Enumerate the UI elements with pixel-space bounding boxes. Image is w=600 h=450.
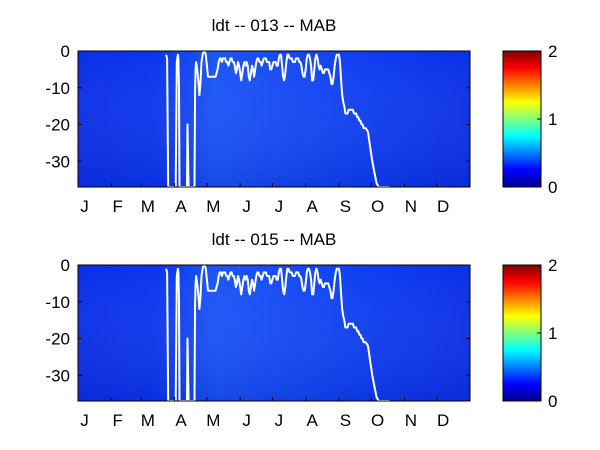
x-tick-label: S — [340, 197, 351, 216]
x-tick-label: D — [437, 411, 449, 430]
x-tick-label: A — [306, 197, 318, 216]
y-tick-label: -30 — [45, 152, 70, 171]
x-tick-label: M — [141, 197, 155, 216]
axes-frame — [77, 264, 471, 402]
colorbar — [502, 264, 542, 402]
y-tick-label: -20 — [45, 330, 70, 349]
x-tick-label: F — [113, 411, 123, 430]
x-tick-label: F — [113, 197, 123, 216]
x-tick-label: M — [141, 411, 155, 430]
x-tick-label: A — [175, 197, 187, 216]
x-tick-label: J — [275, 197, 284, 216]
colorbar-tick-label: 0 — [548, 178, 557, 197]
chart-title: ldt -- 013 -- MAB — [212, 16, 337, 35]
y-tick-label: -10 — [45, 79, 70, 98]
x-tick-label: J — [242, 411, 251, 430]
x-tick-label: O — [371, 197, 384, 216]
x-tick-label: J — [275, 411, 284, 430]
y-tick-label: -20 — [45, 116, 70, 135]
y-tick-label: 0 — [61, 256, 70, 275]
x-tick-label: N — [405, 411, 417, 430]
colorbar-tick-label: 2 — [548, 256, 557, 275]
y-tick-label: 0 — [61, 42, 70, 61]
x-tick-label: S — [340, 411, 351, 430]
colorbar-tick-label: 0 — [548, 392, 557, 411]
x-tick-label: O — [371, 411, 384, 430]
y-tick-label: -10 — [45, 293, 70, 312]
x-tick-label: J — [242, 197, 251, 216]
x-tick-label: D — [437, 197, 449, 216]
x-tick-label: N — [405, 197, 417, 216]
x-tick-label: M — [206, 197, 220, 216]
x-tick-label: A — [175, 411, 187, 430]
x-tick-label: A — [306, 411, 318, 430]
chart-title: ldt -- 015 -- MAB — [212, 230, 337, 249]
heatmap-depth-shade — [78, 265, 470, 401]
colorbar-tick-label: 1 — [548, 324, 557, 343]
x-tick-label: J — [80, 197, 89, 216]
colorbar-tick-label: 2 — [548, 42, 557, 61]
axes-frame — [77, 50, 471, 188]
colorbar — [502, 50, 542, 188]
heatmap-depth-shade — [78, 51, 470, 187]
x-tick-label: M — [206, 411, 220, 430]
colorbar-tick-label: 1 — [548, 110, 557, 129]
y-tick-label: -30 — [45, 366, 70, 385]
x-tick-label: J — [80, 411, 89, 430]
